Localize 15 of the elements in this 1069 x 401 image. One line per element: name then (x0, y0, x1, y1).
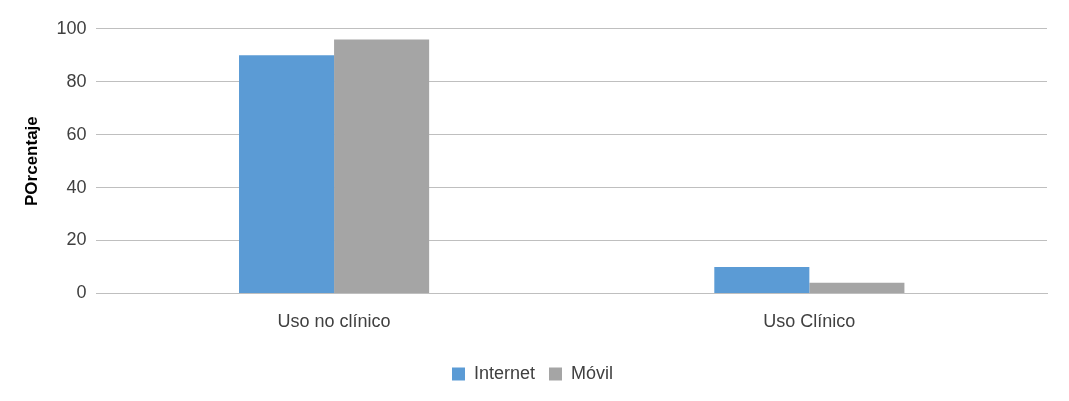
bar (239, 55, 335, 293)
y-tick-label: 0 (76, 282, 87, 303)
x-tick-label: Uso Clínico (763, 311, 856, 332)
y-tick-label: 40 (66, 176, 87, 197)
bar (334, 39, 430, 293)
legend-label: Internet (473, 362, 536, 383)
y-axis-title: POrcentaje (21, 116, 41, 206)
bar (714, 266, 810, 293)
y-tick-label: 80 (66, 70, 87, 91)
legend-label: Móvil (571, 362, 614, 383)
y-tick-label: 60 (66, 123, 87, 144)
bar (809, 282, 905, 293)
y-tick-label: 100 (56, 17, 87, 38)
y-tick-label: 20 (66, 229, 87, 250)
x-tick-label: Uso no clínico (277, 311, 391, 332)
